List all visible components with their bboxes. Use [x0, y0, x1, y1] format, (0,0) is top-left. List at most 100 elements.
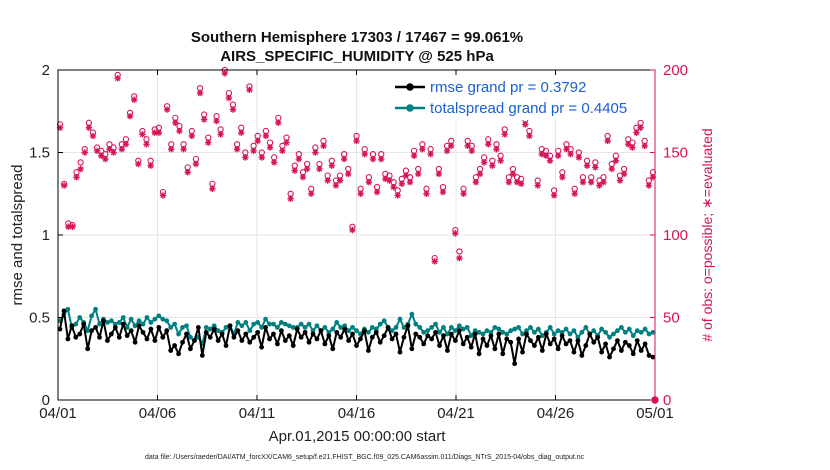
totalspread-point [346, 328, 351, 334]
rmse-point [231, 334, 237, 340]
obs-evaluated-marker [180, 146, 187, 153]
obs-evaluated-marker [118, 146, 126, 153]
totalspread-point [310, 328, 316, 334]
obs-evaluated-marker [443, 147, 451, 155]
totalspread-point [389, 328, 395, 334]
totalspread-point [611, 331, 616, 337]
totalspread-point [73, 321, 79, 327]
obs-evaluated-marker [312, 149, 319, 156]
totalspread-point [298, 321, 304, 327]
totalspread-point [524, 328, 529, 334]
rmse-point [626, 343, 632, 348]
obs-evaluated-marker [563, 146, 570, 153]
rmse-point [302, 329, 308, 335]
obs-evaluated-marker [85, 124, 93, 131]
obs-evaluated-marker [299, 174, 307, 181]
rmse-point [369, 334, 375, 340]
totalspread-point [314, 323, 320, 329]
totalspread-point [180, 325, 185, 330]
x-tick-label: 04/01 [39, 405, 77, 422]
obs-evaluated-marker [394, 192, 401, 199]
obs-evaluated-marker [332, 182, 340, 189]
rmse-point [346, 338, 351, 343]
obs-evaluated-marker [517, 180, 525, 188]
rmse-point [243, 331, 249, 337]
rmse-point [298, 334, 304, 340]
totalspread-point [591, 328, 597, 334]
totalspread-point [464, 325, 470, 330]
rmse-point [227, 323, 233, 329]
totalspread-point [334, 320, 340, 325]
legend-spread-marker [406, 104, 414, 112]
totalspread-point [128, 316, 134, 322]
obs-evaluated-marker [200, 116, 208, 123]
rmse-point [286, 333, 292, 339]
obs-evaluated-marker [229, 106, 237, 113]
rmse-point [630, 351, 636, 357]
rmse-point [156, 325, 162, 330]
rmse-point [504, 336, 510, 342]
totalspread-point [144, 315, 150, 320]
obs-evaluated-marker [641, 142, 648, 150]
totalspread-point [156, 313, 162, 319]
axis-ticks: 04/01 04/06 04/11 04/16 04/21 04/26 05/0100.51… [29, 62, 688, 422]
rmse-point [223, 343, 229, 348]
obs-evaluated-marker [600, 179, 607, 186]
rmse-point [405, 323, 411, 329]
rmse-point [642, 341, 648, 347]
obs-evaluated-marker [122, 141, 130, 148]
totalspread-point [65, 306, 71, 312]
rmse-point [93, 325, 98, 330]
obs-evaluated-marker [139, 131, 146, 138]
x-tick-label: 04/26 [537, 405, 575, 422]
rmse-point [579, 353, 585, 358]
rmse-point [61, 308, 67, 314]
y-left-tick-label: 1.5 [29, 145, 50, 162]
obs-evaluated-marker [159, 192, 167, 199]
rmse-point [437, 343, 442, 348]
totalspread-point [330, 326, 336, 332]
totalspread-point [508, 328, 514, 334]
rmse-point [89, 328, 95, 334]
totalspread-point [480, 331, 486, 337]
obs-evaluated-marker [196, 89, 204, 97]
totalspread-point [646, 331, 652, 337]
totalspread-point [409, 311, 415, 317]
rmse-point [112, 325, 118, 330]
x-tick-label: 04/11 [239, 405, 275, 422]
x-tick-label: 04/21 [437, 405, 475, 422]
obs-evaluated-marker [221, 70, 228, 77]
totalspread-point [243, 320, 249, 325]
totalspread-point [326, 329, 332, 335]
rmse-point [634, 338, 640, 343]
obs-evaluated-marker [645, 182, 653, 189]
totalspread-point [626, 326, 632, 332]
rmse-point [539, 348, 545, 353]
rmse-point [615, 338, 620, 343]
obs-evaluated-marker [423, 190, 430, 197]
totalspread-point [215, 328, 221, 334]
rmse-point [484, 343, 490, 348]
totalspread-point [381, 318, 387, 324]
obs-evaluated-marker [168, 146, 175, 153]
obs-evaluated-marker [303, 165, 311, 173]
obs-evaluated-marker [402, 172, 410, 179]
totalspread-point [563, 326, 569, 332]
totalspread-point [354, 328, 359, 334]
obs-evaluated-marker [419, 146, 426, 153]
obs-evaluated-marker [464, 142, 471, 150]
rmse-point [152, 338, 158, 343]
rmse-point [603, 341, 608, 347]
obs-evaluated-marker [155, 129, 163, 136]
obs-evaluated-marker [114, 75, 121, 82]
x-axis-label: Apr.01,2015 00:00:00 start [269, 428, 447, 445]
rmse-point [215, 338, 221, 343]
obs-evaluated-marker [246, 86, 253, 93]
totalspread-point [476, 329, 482, 335]
totalspread-point [247, 328, 253, 334]
totalspread-point [259, 325, 265, 330]
rmse-point [417, 334, 423, 340]
obs-evaluated-marker [353, 137, 360, 145]
